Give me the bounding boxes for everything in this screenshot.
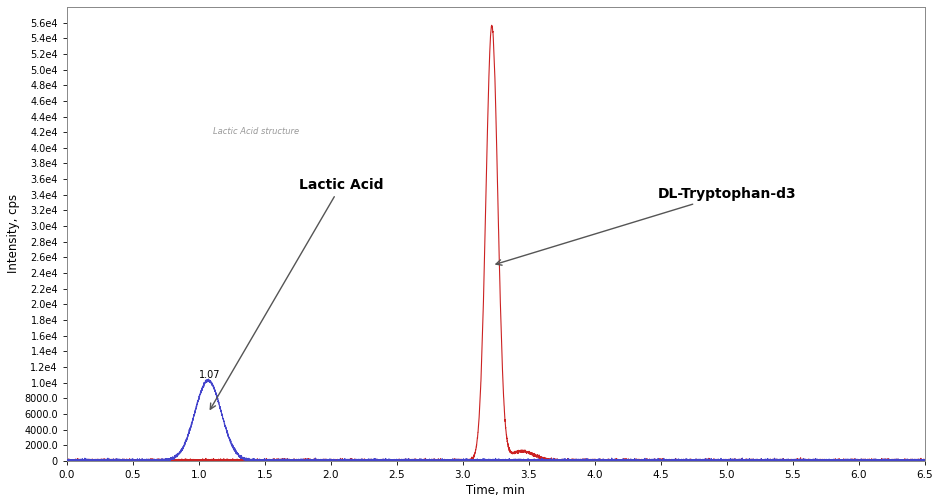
Text: Lactic Acid structure: Lactic Acid structure	[212, 127, 299, 136]
Text: DL-Tryptophan-d3: DL-Tryptophan-d3	[496, 186, 797, 265]
Text: Lactic Acid: Lactic Acid	[211, 177, 384, 409]
X-axis label: Time, min: Time, min	[466, 484, 525, 497]
Text: 1.07: 1.07	[198, 370, 220, 380]
Y-axis label: Intensity, cps: Intensity, cps	[7, 195, 20, 274]
